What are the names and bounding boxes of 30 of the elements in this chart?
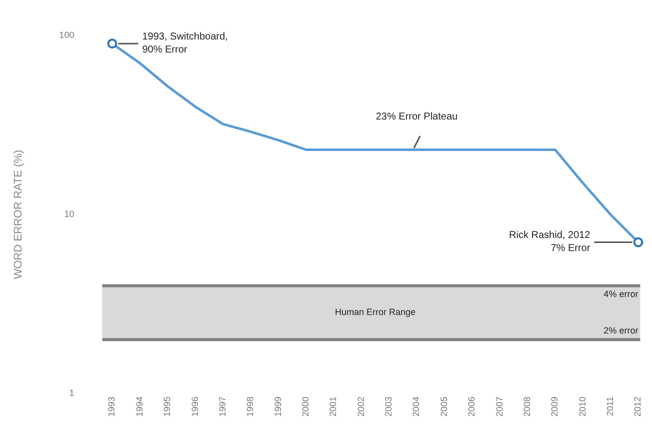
band-label: Human Error Range (334, 307, 416, 318)
y-tick-label: 1 (69, 388, 74, 398)
x-tick-label: 2003 (384, 396, 394, 417)
x-tick-label: 2009 (550, 396, 560, 417)
x-tick-label: 1997 (217, 396, 228, 417)
x-tick-label: 2011 (605, 396, 615, 416)
annotation: 1993, Switchboard, 90% Error (142, 31, 228, 56)
y-axis-title: WORD ERROR RATE (%) (12, 150, 25, 280)
x-tick-label: 1993 (106, 396, 117, 417)
ref-line-label: 2% error (604, 326, 638, 336)
x-tick-label: 2005 (438, 396, 449, 417)
x-tick-label: 2001 (328, 396, 338, 417)
x-tick-label: 1998 (245, 396, 256, 417)
ref-line-label: 4% error (604, 288, 638, 299)
x-tick-label: 2002 (356, 396, 366, 417)
x-tick-label: 1994 (134, 396, 144, 417)
x-tick-label: 2008 (522, 396, 532, 417)
x-tick-label: 2012 (632, 396, 643, 417)
x-tick-label: 2007 (494, 396, 504, 417)
x-tick-label: 2010 (577, 396, 588, 417)
x-tick-label: 1999 (272, 396, 283, 417)
y-tick-label: 100 (59, 30, 74, 40)
annotation: 23% Error Plateau (376, 111, 458, 122)
x-tick-label: 2000 (300, 396, 310, 417)
x-tick-label: 2004 (411, 396, 422, 417)
y-tick-label: 10 (64, 208, 74, 219)
x-tick-label: 2006 (466, 396, 477, 417)
annotation: Rick Rashid, 2012 7% Error (509, 230, 591, 254)
x-tick-label: 1995 (162, 396, 172, 417)
x-tick-label: 1996 (190, 396, 200, 417)
